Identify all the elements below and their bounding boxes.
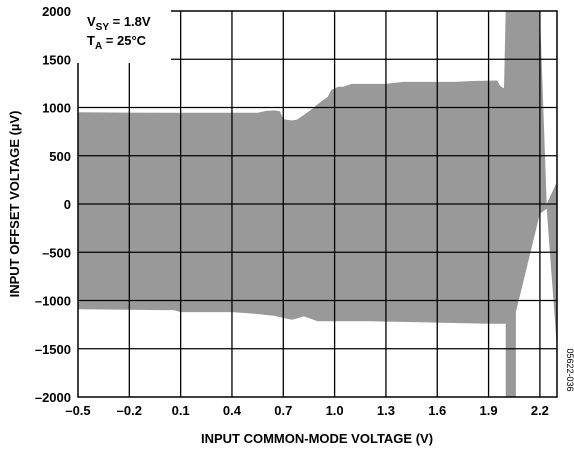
x-tick-label: 0.1 — [172, 403, 190, 418]
y-tick-label: 2000 — [42, 4, 71, 19]
x-tick-label: 0.4 — [223, 403, 242, 418]
legend-box — [77, 5, 171, 63]
y-tick-label: 1000 — [42, 101, 71, 116]
y-axis-title: INPUT OFFSET VOLTAGE (µV) — [7, 111, 22, 298]
y-axis-ticks: –2000 –1500 –1000 –500 0 500 1000 1500 2000 — [35, 4, 71, 405]
supply-voltage-label: VSY = 1.8V — [87, 14, 151, 33]
x-tick-label: –0.2 — [117, 403, 142, 418]
y-tick-label: –2000 — [35, 390, 71, 405]
x-axis-title: INPUT COMMON-MODE VOLTAGE (V) — [201, 431, 433, 446]
y-tick-label: 1500 — [42, 52, 71, 67]
grid — [78, 11, 557, 397]
x-tick-label: 0.7 — [274, 403, 292, 418]
figure-id: 05622-036 — [565, 348, 574, 391]
plot-frame — [77, 10, 558, 398]
x-tick-label: 1.3 — [377, 403, 395, 418]
conditions-legend: VSY = 1.8V TA = 25°C — [77, 5, 171, 63]
x-tick-label: 1.0 — [326, 403, 344, 418]
y-tick-label: –1000 — [35, 294, 71, 309]
x-tick-label: 1.6 — [428, 403, 446, 418]
x-tick-label: 1.9 — [480, 403, 498, 418]
temperature-label: TA = 25°C — [87, 33, 147, 52]
x-tick-label: 2.2 — [531, 403, 549, 418]
x-tick-label: –0.5 — [65, 403, 90, 418]
y-tick-label: 500 — [49, 149, 71, 164]
y-tick-label: 0 — [64, 197, 71, 212]
y-tick-label: –1500 — [35, 342, 71, 357]
x-axis-ticks: –0.5 –0.2 0.1 0.4 0.7 1.0 1.3 1.6 1.9 2.2 — [65, 403, 549, 418]
y-tick-label: –500 — [42, 245, 71, 260]
